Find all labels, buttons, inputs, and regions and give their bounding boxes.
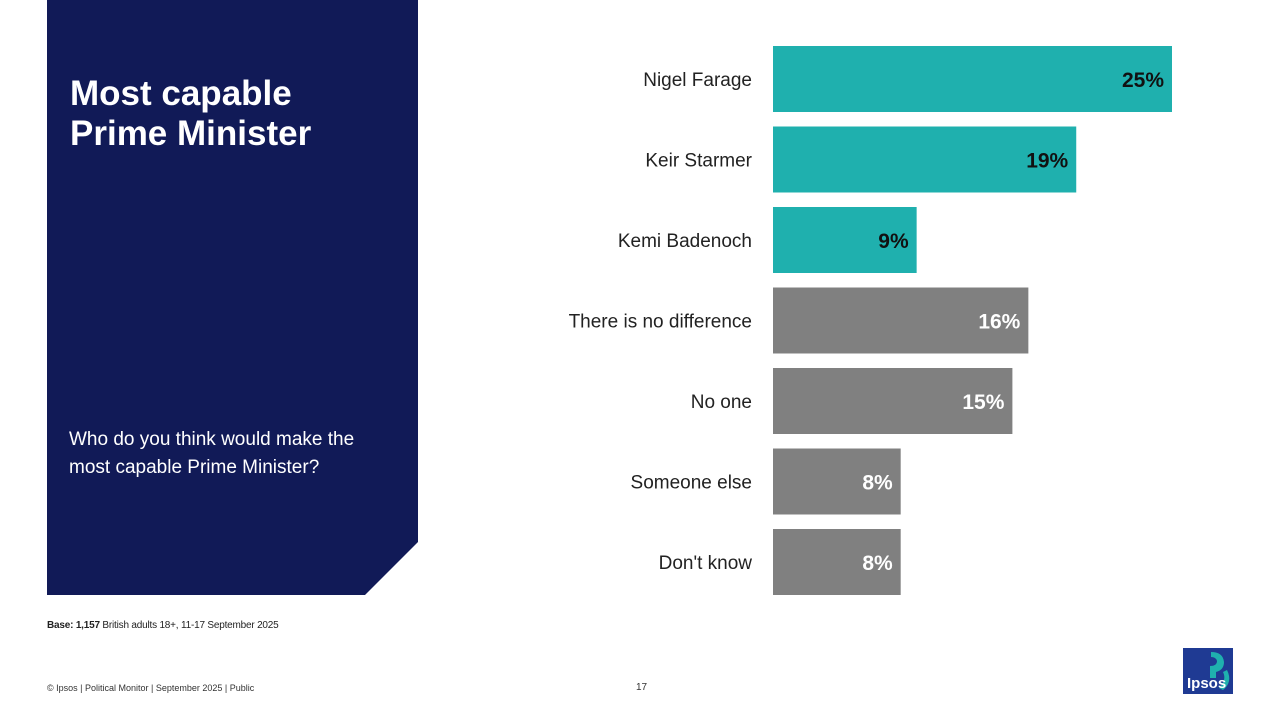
title-panel: Most capable Prime Minister Who do you t… bbox=[47, 0, 418, 595]
bar bbox=[773, 287, 1029, 354]
logo-accent bbox=[1210, 652, 1224, 678]
bar-value-label: 9% bbox=[878, 230, 909, 253]
bar-value-label: 8% bbox=[862, 472, 893, 495]
category-label: No one bbox=[691, 392, 752, 413]
bar bbox=[773, 368, 1013, 434]
logo-text: Ipsos bbox=[1187, 675, 1226, 692]
base-note: Base: 1,157 British adults 18+, 11-17 Se… bbox=[47, 620, 279, 631]
category-label: Keir Starmer bbox=[645, 151, 752, 172]
footer-copyright: © Ipsos | Political Monitor | September … bbox=[47, 683, 255, 693]
category-label: Someone else bbox=[631, 473, 752, 494]
bar-value-label: 16% bbox=[978, 311, 1020, 334]
bar-value-label: 8% bbox=[862, 552, 893, 575]
bar-value-label: 25% bbox=[1122, 69, 1164, 92]
bar bbox=[773, 126, 1077, 193]
logo-accent-2 bbox=[1219, 670, 1230, 690]
bar-chart: Nigel Farage 25% Keir Starmer 19% Kemi Baden… bbox=[569, 46, 1172, 595]
base-note-bold: Base: 1,157 bbox=[47, 620, 100, 631]
page-title: Most capable Prime Minister bbox=[70, 74, 390, 154]
category-label: Don't know bbox=[659, 553, 753, 574]
base-note-text: British adults 18+, 11-17 September 2025 bbox=[99, 620, 279, 631]
bar bbox=[773, 448, 901, 515]
bar-value-label: 19% bbox=[1026, 150, 1068, 173]
bar bbox=[773, 46, 1172, 112]
bar bbox=[773, 529, 901, 595]
survey-question: Who do you think would make the most cap… bbox=[69, 429, 355, 478]
bar bbox=[773, 207, 917, 273]
category-label: There is no difference bbox=[569, 312, 752, 333]
page-number: 17 bbox=[636, 682, 648, 693]
page-title-line-2: Prime Minister bbox=[70, 114, 312, 153]
category-label: Nigel Farage bbox=[643, 70, 752, 91]
category-label: Kemi Badenoch bbox=[618, 231, 752, 252]
page-title-line-1: Most capable bbox=[70, 74, 292, 113]
bar-value-label: 15% bbox=[962, 391, 1004, 414]
ipsos-logo: Ipsos bbox=[1183, 648, 1233, 694]
